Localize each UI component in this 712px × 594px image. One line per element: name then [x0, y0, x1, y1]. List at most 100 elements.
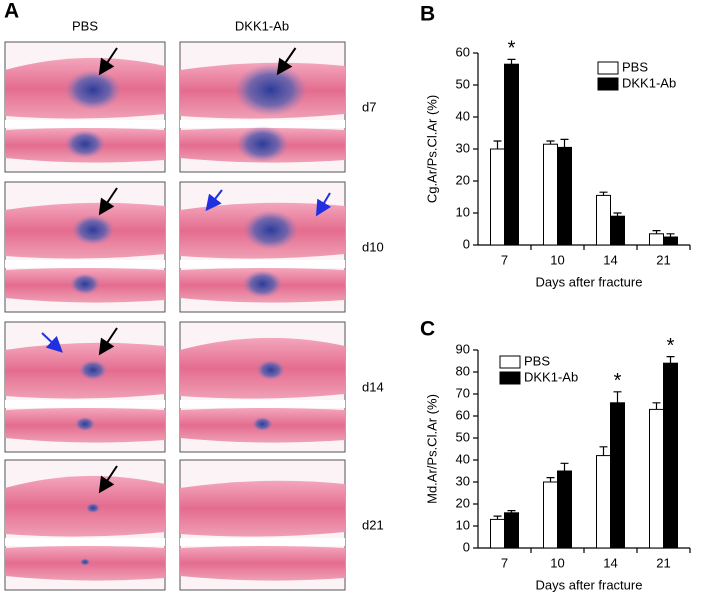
- y-tick-label: 10: [456, 204, 470, 219]
- error-bar: [546, 477, 555, 482]
- stain: [236, 125, 289, 163]
- y-tick-label: 40: [456, 451, 470, 466]
- x-tick-label: 10: [550, 555, 564, 570]
- marrow-gap: [180, 260, 345, 268]
- legend-label: DKK1-Ab: [524, 369, 578, 384]
- bar: [596, 194, 611, 246]
- histology-image: [179, 41, 346, 173]
- bar: [649, 408, 664, 549]
- bar: [504, 512, 519, 549]
- legend-swatch: [597, 77, 619, 91]
- y-tick-label: 30: [456, 473, 470, 488]
- y-tick-label: 70: [456, 385, 470, 400]
- legend-label: PBS: [524, 353, 550, 368]
- stain: [72, 215, 114, 245]
- stain: [70, 273, 100, 295]
- y-tick-label: 60: [456, 407, 470, 422]
- panel-label: A: [4, 0, 19, 23]
- marrow-gap: [180, 400, 345, 408]
- arrow: [41, 332, 63, 353]
- error-bar: [666, 233, 675, 237]
- bar: [610, 215, 625, 246]
- marrow-gap: [5, 260, 165, 268]
- arrow: [98, 187, 118, 216]
- bar: [557, 470, 572, 549]
- x-tick-label: 21: [656, 555, 670, 570]
- y-tick-label: 40: [456, 108, 470, 123]
- marrow-gap: [180, 120, 345, 128]
- y-tick-label: 20: [456, 495, 470, 510]
- error-bar: [507, 58, 516, 65]
- y-tick-label: 20: [456, 172, 470, 187]
- bar: [543, 143, 558, 246]
- y-tick-label: 0: [463, 539, 470, 554]
- bar: [490, 148, 505, 246]
- error-bar: [652, 230, 661, 234]
- y-tick-label: 10: [456, 517, 470, 532]
- row-label: d21: [362, 517, 384, 532]
- bar: [543, 481, 558, 549]
- error-bar: [507, 510, 516, 513]
- column-header: PBS: [72, 18, 98, 33]
- legend-swatch: [499, 371, 521, 385]
- y-axis-label: Cg.Ar/Ps.Cl.Ar (%): [424, 95, 439, 203]
- legend-swatch: [597, 61, 619, 75]
- error-bar: [613, 212, 622, 217]
- x-axis-label: Days after fracture: [536, 577, 643, 592]
- error-bar: [666, 356, 675, 364]
- panel-label: B: [420, 3, 435, 26]
- significance-marker: *: [508, 38, 516, 60]
- bar: [504, 63, 519, 246]
- row-label: d10: [362, 239, 384, 254]
- y-tick-label: 60: [456, 44, 470, 59]
- stain: [75, 417, 95, 431]
- bar: [596, 455, 611, 549]
- error-bar: [560, 462, 569, 471]
- bone-lower: [180, 546, 345, 581]
- histology-image: [179, 459, 346, 591]
- stain: [234, 64, 308, 116]
- stain: [65, 70, 121, 110]
- stain: [79, 360, 107, 380]
- x-tick-label: 14: [603, 555, 617, 570]
- bone-upper: [180, 480, 345, 537]
- stain: [86, 503, 100, 513]
- panel-label: C: [420, 318, 435, 341]
- legend-label: DKK1-Ab: [622, 75, 676, 90]
- arrow: [98, 465, 118, 494]
- y-tick-label: 30: [456, 140, 470, 155]
- y-tick-label: 80: [456, 363, 470, 378]
- histology-image: [179, 181, 346, 313]
- marrow-gap: [5, 400, 165, 408]
- bar: [663, 236, 678, 246]
- error-bar: [613, 391, 622, 403]
- histology-images: [4, 41, 346, 591]
- marrow-gap: [180, 538, 345, 546]
- bone-upper: [5, 475, 165, 537]
- arrow: [276, 47, 297, 76]
- histology-image: [4, 41, 166, 173]
- x-tick-label: 7: [501, 252, 508, 267]
- y-axis-label: Md.Ar/Ps.Cl.Ar (%): [424, 394, 439, 504]
- error-bar: [493, 140, 502, 149]
- bar: [610, 402, 625, 549]
- legend-swatch: [499, 355, 521, 369]
- stain: [243, 270, 282, 298]
- arrow: [315, 192, 332, 217]
- x-tick-label: 10: [550, 252, 564, 267]
- row-label: d7: [362, 99, 376, 114]
- stain: [243, 210, 299, 250]
- stain: [80, 558, 90, 566]
- significance-marker: *: [614, 370, 622, 392]
- histology-image: [4, 459, 166, 591]
- error-bar: [546, 140, 555, 145]
- column-header: DKK1-Ab: [235, 18, 289, 33]
- bar: [557, 146, 572, 246]
- histology-image: [179, 321, 346, 453]
- y-tick-label: 50: [456, 76, 470, 91]
- y-tick-label: 90: [456, 341, 470, 356]
- bar: [490, 518, 505, 549]
- histology-image: [4, 181, 166, 313]
- marrow-gap: [5, 120, 165, 128]
